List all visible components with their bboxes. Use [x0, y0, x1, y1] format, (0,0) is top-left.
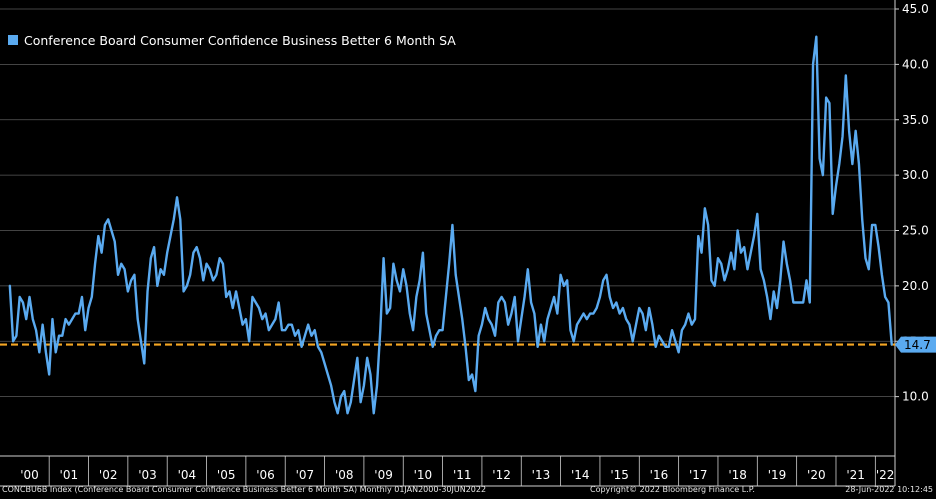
x-tick-label: '16 — [650, 468, 669, 482]
x-tick-label: '09 — [374, 468, 393, 482]
footer-timestamp: 28-Jun-2022 10:12:45 — [845, 485, 933, 494]
x-tick-labels: '00 '01 '02 '03 '04 '05 '06 '07 '08 '09 '10 '11 '12 '… — [20, 468, 894, 482]
x-tick-label: '18 — [728, 468, 747, 482]
legend-label: Conference Board Consumer Confidence Bus… — [24, 32, 456, 48]
x-tick-label: '13 — [532, 468, 551, 482]
y-tick-label: 45.0 — [902, 2, 929, 16]
x-tick-label: '17 — [689, 468, 708, 482]
x-tick-label: '07 — [296, 468, 315, 482]
x-tick-label: '20 — [807, 468, 826, 482]
x-tick-label: '22 — [876, 468, 895, 482]
x-tick-label: '21 — [846, 468, 865, 482]
last-value-badge-bg — [895, 336, 936, 353]
x-tick-label: '02 — [99, 468, 118, 482]
x-tick-label: '03 — [138, 468, 157, 482]
last-value-badge: 14.7 — [895, 336, 936, 353]
x-tick-label: '08 — [335, 468, 354, 482]
x-tick-label: '04 — [178, 468, 197, 482]
x-tick-label: '06 — [256, 468, 275, 482]
x-tick-label: '00 — [20, 468, 39, 482]
x-tick-label: '15 — [610, 468, 629, 482]
axes — [0, 0, 896, 487]
footer-copyright: Copyright© 2022 Bloomberg Finance L.P. — [590, 485, 755, 494]
x-tick-label: '10 — [414, 468, 433, 482]
y-tick-label: 20.0 — [902, 279, 929, 293]
legend-swatch — [8, 35, 18, 45]
footer-index-description: CONCBU6B Index (Conference Board Consume… — [2, 485, 487, 494]
x-tick-label: '14 — [571, 468, 590, 482]
legend: Conference Board Consumer Confidence Bus… — [6, 29, 462, 51]
x-tick-label: '05 — [217, 468, 236, 482]
y-tick-label: 35.0 — [902, 113, 929, 127]
grid-lines — [0, 8, 895, 398]
y-tick-label: 10.0 — [902, 390, 929, 404]
y-tick-label: 30.0 — [902, 168, 929, 182]
last-value-label: 14.7 — [904, 338, 931, 352]
series-line — [8, 35, 893, 415]
x-tick-label: '12 — [492, 468, 511, 482]
x-tick-label: '19 — [768, 468, 787, 482]
x-tick-label: '01 — [60, 468, 79, 482]
series-layer — [8, 35, 893, 415]
x-tick-label: '11 — [453, 468, 472, 482]
y-tick-label: 40.0 — [902, 57, 929, 71]
y-tick-label: 25.0 — [902, 224, 929, 238]
